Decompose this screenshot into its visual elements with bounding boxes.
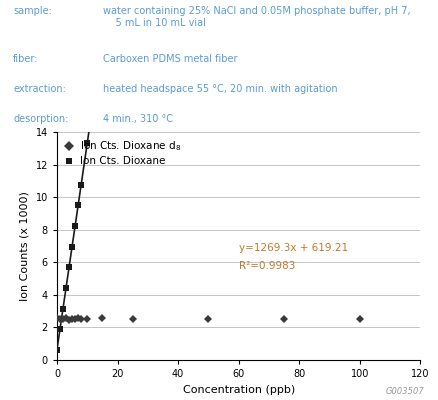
Text: G003507: G003507 (386, 387, 425, 396)
X-axis label: Concentration (ppb): Concentration (ppb) (183, 384, 295, 394)
Text: sample:: sample: (13, 6, 52, 16)
Text: extraction:: extraction: (13, 84, 66, 94)
Text: water containing 25% NaCl and 0.05M phosphate buffer, pH 7,
    5 mL in 10 mL vi: water containing 25% NaCl and 0.05M phos… (103, 6, 411, 28)
Text: y=1269.3x + 619.21: y=1269.3x + 619.21 (239, 243, 348, 253)
Text: desorption:: desorption: (13, 114, 68, 124)
Text: Carboxen PDMS metal fiber: Carboxen PDMS metal fiber (103, 54, 238, 64)
Text: R²=0.9983: R²=0.9983 (239, 261, 295, 271)
Text: fiber:: fiber: (13, 54, 39, 64)
Legend: Ion Cts. Dioxane $\mathregular{d_8}$, Ion Cts. Dioxane: Ion Cts. Dioxane $\mathregular{d_8}$, Io… (62, 137, 184, 168)
Text: 4 min., 310 °C: 4 min., 310 °C (103, 114, 173, 124)
Y-axis label: Ion Counts (x 1000): Ion Counts (x 1000) (20, 191, 30, 301)
Text: heated headspace 55 °C, 20 min. with agitation: heated headspace 55 °C, 20 min. with agi… (103, 84, 338, 94)
